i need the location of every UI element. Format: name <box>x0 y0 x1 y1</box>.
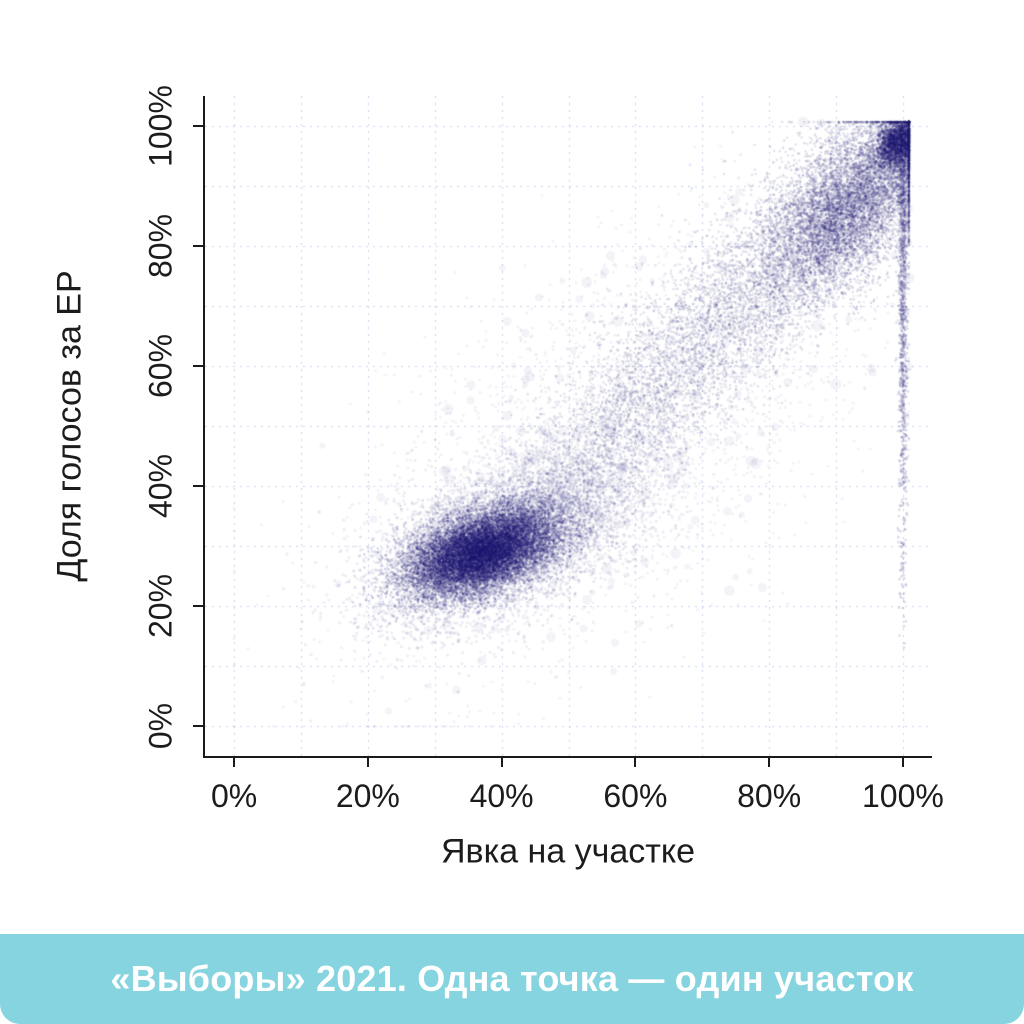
x-tick-mark <box>500 756 503 767</box>
x-tick-label: 0% <box>210 778 258 814</box>
y-tick-mark <box>193 364 204 367</box>
x-tick-mark <box>233 756 236 767</box>
y-axis-line <box>203 96 205 758</box>
y-tick-label: 0% <box>142 703 179 750</box>
y-tick-label: 60% <box>142 333 179 398</box>
y-tick-mark <box>193 605 204 608</box>
y-tick-label: 80% <box>142 213 179 278</box>
y-tick-label: 40% <box>142 454 179 519</box>
x-axis-line <box>203 756 932 758</box>
y-tick-mark <box>193 725 204 728</box>
x-tick-label: 80% <box>737 778 802 814</box>
y-tick-label: 20% <box>142 574 179 639</box>
x-tick-label: 20% <box>335 778 400 814</box>
caption-text: «Выборы» 2021. Одна точка — один участок <box>110 958 914 999</box>
x-tick-mark <box>366 756 369 767</box>
y-tick-mark <box>193 124 204 127</box>
x-tick-label: 60% <box>603 778 668 814</box>
x-tick-mark <box>634 756 637 767</box>
x-tick-mark <box>901 756 904 767</box>
x-axis-title: Явка на участке <box>440 832 696 871</box>
plot-area <box>205 96 932 756</box>
x-tick-mark <box>768 756 771 767</box>
y-tick-mark <box>193 485 204 488</box>
y-tick-label: 100% <box>142 84 179 167</box>
scatter-canvas <box>205 96 932 756</box>
y-axis-title: Доля голосов за ЕР <box>50 270 89 582</box>
x-tick-label: 40% <box>469 778 534 814</box>
y-tick-mark <box>193 244 204 247</box>
x-tick-label: 100% <box>861 778 944 814</box>
caption-banner: «Выборы» 2021. Одна точка — один участок <box>0 934 1024 1024</box>
